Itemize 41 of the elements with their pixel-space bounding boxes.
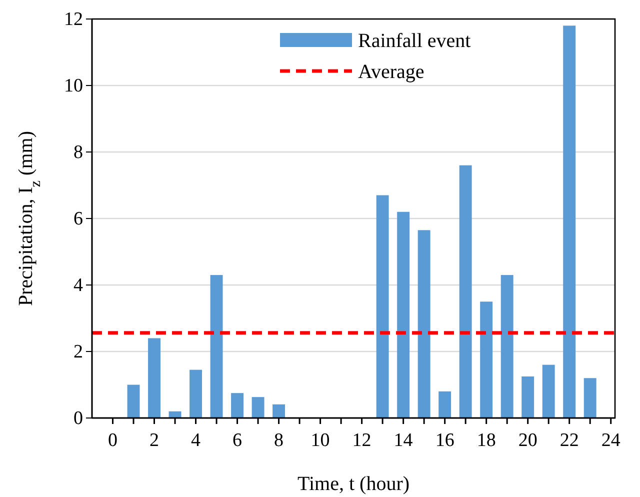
x-tick-label: 4 bbox=[191, 430, 202, 451]
legend-label: Rainfall event bbox=[358, 30, 472, 52]
x-tick-label: 0 bbox=[108, 430, 118, 451]
bar bbox=[397, 212, 410, 418]
x-tick-label: 16 bbox=[435, 430, 454, 451]
bar bbox=[231, 393, 244, 418]
y-tick-label: 8 bbox=[74, 142, 83, 164]
x-tick-label: 24 bbox=[601, 430, 621, 451]
y-tick-label: 2 bbox=[74, 342, 83, 363]
bar bbox=[376, 195, 389, 418]
bar bbox=[190, 370, 202, 418]
x-tick-label: 22 bbox=[560, 430, 579, 451]
bar bbox=[584, 378, 596, 418]
bar bbox=[522, 376, 534, 418]
x-axis-title: Time, t (hour) bbox=[297, 473, 410, 495]
bar bbox=[418, 230, 430, 418]
bar bbox=[438, 391, 452, 418]
bar bbox=[252, 397, 264, 418]
bar bbox=[127, 384, 140, 418]
x-tick-label: 2 bbox=[150, 430, 160, 451]
bar bbox=[148, 338, 160, 418]
y-tick-label: 0 bbox=[74, 408, 83, 430]
x-tick-label: 8 bbox=[274, 430, 284, 451]
x-tick-label: 6 bbox=[232, 430, 242, 451]
x-tick-label: 10 bbox=[310, 430, 330, 451]
legend-label: Average bbox=[358, 61, 424, 83]
y-tick-label: 12 bbox=[64, 9, 83, 30]
bar bbox=[272, 404, 286, 418]
x-tick-label: 20 bbox=[518, 430, 538, 451]
x-tick-label: 14 bbox=[394, 430, 414, 451]
bar bbox=[480, 302, 493, 418]
y-tick-label: 10 bbox=[64, 76, 83, 97]
y-tick-label: 6 bbox=[74, 208, 83, 230]
x-tick-label: 18 bbox=[476, 430, 496, 451]
x-tick-label: 12 bbox=[352, 430, 372, 451]
bar bbox=[500, 275, 514, 418]
bar bbox=[210, 275, 223, 418]
bar bbox=[459, 165, 472, 418]
bar bbox=[542, 364, 555, 418]
bar bbox=[563, 26, 576, 418]
y-tick-label: 4 bbox=[74, 275, 84, 296]
